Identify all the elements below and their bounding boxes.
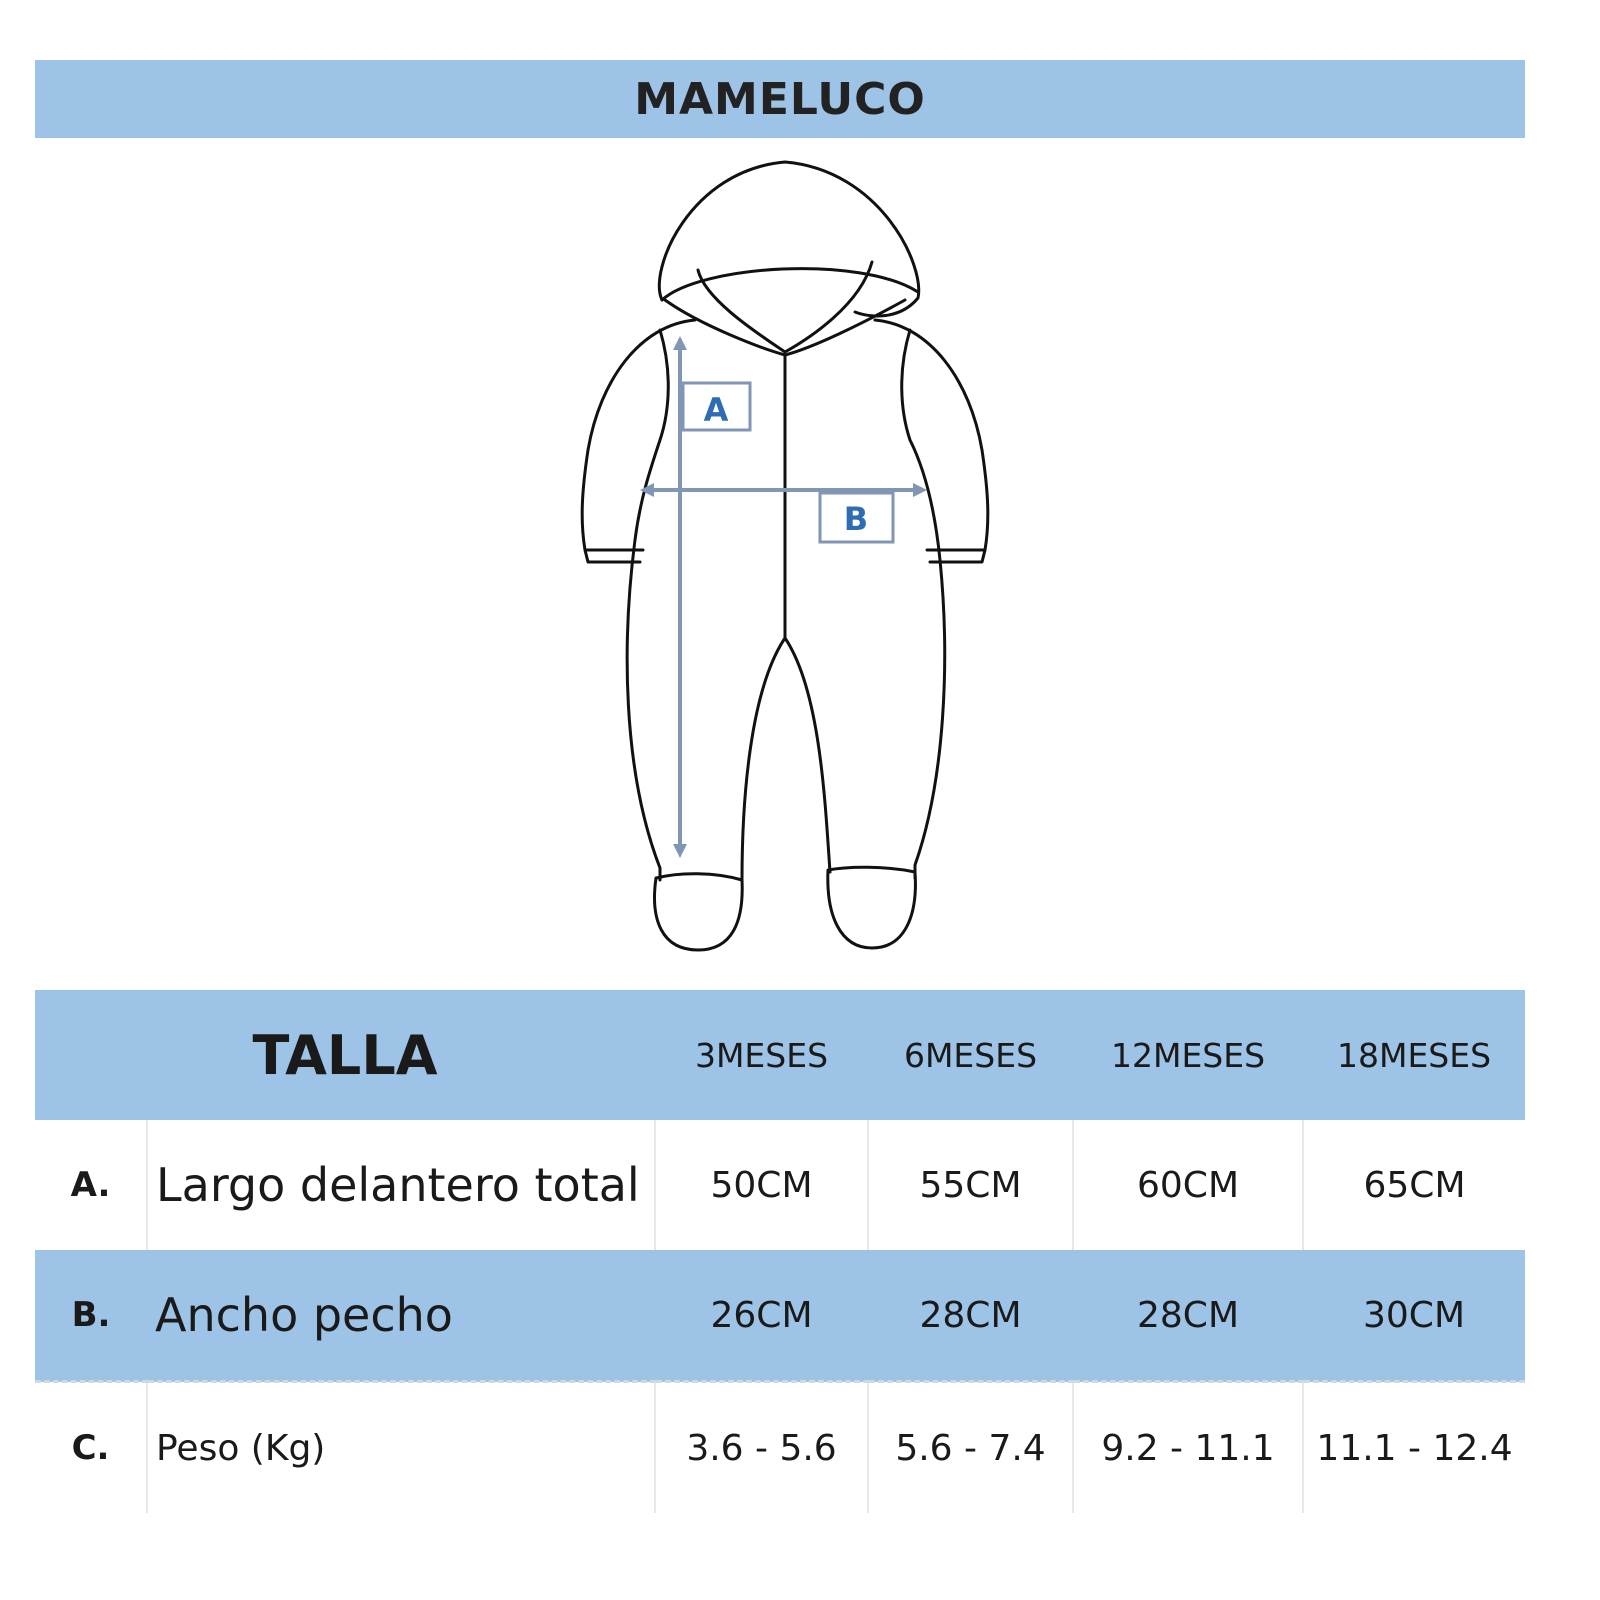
row-name: Largo delantero total <box>145 1120 656 1250</box>
arrow-head-right <box>913 483 927 497</box>
cell-value: 3.6 - 5.6 <box>654 1381 869 1513</box>
cell-value: 30CM <box>1303 1250 1526 1383</box>
table-row: A. Largo delantero total 50CM 55CM 60CM … <box>35 1120 1526 1250</box>
cell-value: 28CM <box>868 1250 1074 1383</box>
cell-value: 55CM <box>867 1120 1074 1250</box>
body-right <box>900 328 947 880</box>
arrow-head-left <box>640 483 654 497</box>
size-header: 3MESES <box>655 990 869 1120</box>
hood-brim <box>660 267 920 302</box>
cell-value: 65CM <box>1302 1120 1526 1250</box>
body-left <box>625 328 670 882</box>
cell-value: 11.1 - 12.4 <box>1302 1381 1526 1513</box>
left-sleeve <box>580 318 697 564</box>
page-title: MAMELUCO <box>634 73 926 125</box>
marker-box-a <box>681 381 752 432</box>
size-header: 18MESES <box>1303 990 1526 1120</box>
arrow-head-down <box>673 844 687 858</box>
cell-value: 60CM <box>1072 1120 1304 1250</box>
row-letter: C. <box>35 1381 147 1513</box>
row-letter: A. <box>35 1120 147 1250</box>
title-bar: MAMELUCO <box>35 60 1525 138</box>
cell-value: 50CM <box>654 1120 869 1250</box>
arrow-head-up <box>673 336 687 350</box>
talla-header: TALLA <box>35 990 656 1120</box>
cell-value: 5.6 - 7.4 <box>867 1381 1074 1513</box>
table-row: B. Ancho pecho 26CM 28CM 28CM 30CM <box>35 1250 1526 1383</box>
right-foot <box>826 865 917 950</box>
row-name: Ancho pecho <box>147 1250 656 1383</box>
row-name: Peso (Kg) <box>145 1381 656 1513</box>
inner-legs <box>740 636 832 882</box>
hood-lower-edge <box>663 298 907 357</box>
size-table: TALLA 3MESES 6MESES 12MESES 18MESES A. L… <box>35 990 1526 1513</box>
cell-value: 9.2 - 11.1 <box>1072 1381 1304 1513</box>
table-header-row: TALLA 3MESES 6MESES 12MESES 18MESES <box>35 990 1526 1120</box>
left-foot <box>653 872 744 952</box>
right-sleeve <box>873 318 990 564</box>
size-header: 6MESES <box>868 990 1074 1120</box>
marker-box-b <box>818 491 895 544</box>
cell-value: 28CM <box>1073 1250 1304 1383</box>
hood-outline <box>657 160 921 318</box>
table-row: C. Peso (Kg) 3.6 - 5.6 5.6 - 7.4 9.2 - 1… <box>35 1381 1526 1513</box>
size-header: 12MESES <box>1073 990 1304 1120</box>
marker-b-label: B <box>844 500 868 538</box>
row-letter: B. <box>35 1250 147 1383</box>
hood-face-opening <box>696 260 874 354</box>
marker-a-label: A <box>704 391 729 429</box>
cell-value: 26CM <box>655 1250 869 1383</box>
